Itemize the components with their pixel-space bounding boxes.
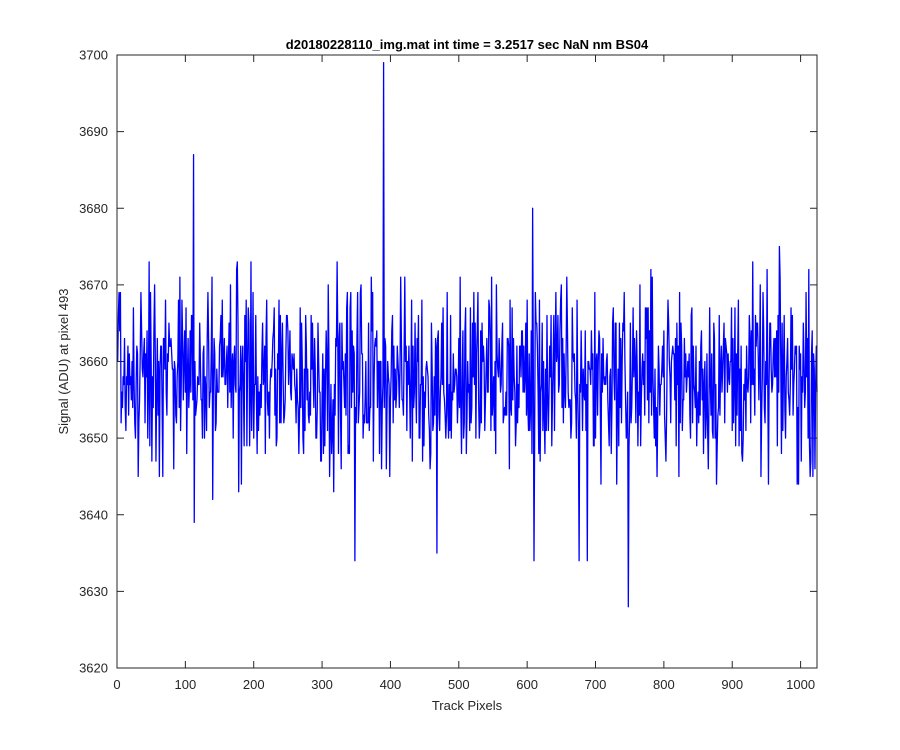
- y-tick-label: 3630: [79, 584, 108, 599]
- x-tick-label: 900: [721, 677, 743, 692]
- y-axis-label: Signal (ADU) at pixel 493: [56, 289, 71, 435]
- y-tick-label: 3670: [79, 277, 108, 292]
- ticks-layer: 0 100 200 300 400 500 600 700 800 900 1000 3620 3630…: [79, 48, 817, 692]
- x-tick-label: 400: [380, 677, 402, 692]
- y-tick-label: 3640: [79, 507, 108, 522]
- x-tick-label: 0: [113, 677, 120, 692]
- chart-title: d20180228110_img.mat int time = 3.2517 s…: [286, 37, 649, 52]
- signal-series-line: [117, 62, 818, 608]
- x-tick-label: 100: [175, 677, 197, 692]
- plot-area-frame: [116, 54, 818, 669]
- x-tick-label: 600: [516, 677, 538, 692]
- x-tick-label: 700: [585, 677, 607, 692]
- y-tick-label: 3660: [79, 354, 108, 369]
- x-axis-label: Track Pixels: [432, 698, 503, 713]
- y-tick-label: 3700: [79, 48, 108, 63]
- x-tick-label: 500: [448, 677, 470, 692]
- series-layer: [117, 62, 818, 608]
- x-tick-label: 800: [653, 677, 675, 692]
- y-tick-label: 3620: [79, 661, 108, 676]
- y-tick-label: 3690: [79, 124, 108, 139]
- x-tick-label: 1000: [786, 677, 815, 692]
- y-tick-label: 3680: [79, 201, 108, 216]
- x-tick-label: 300: [311, 677, 333, 692]
- y-tick-label: 3650: [79, 431, 108, 446]
- x-tick-label: 200: [243, 677, 265, 692]
